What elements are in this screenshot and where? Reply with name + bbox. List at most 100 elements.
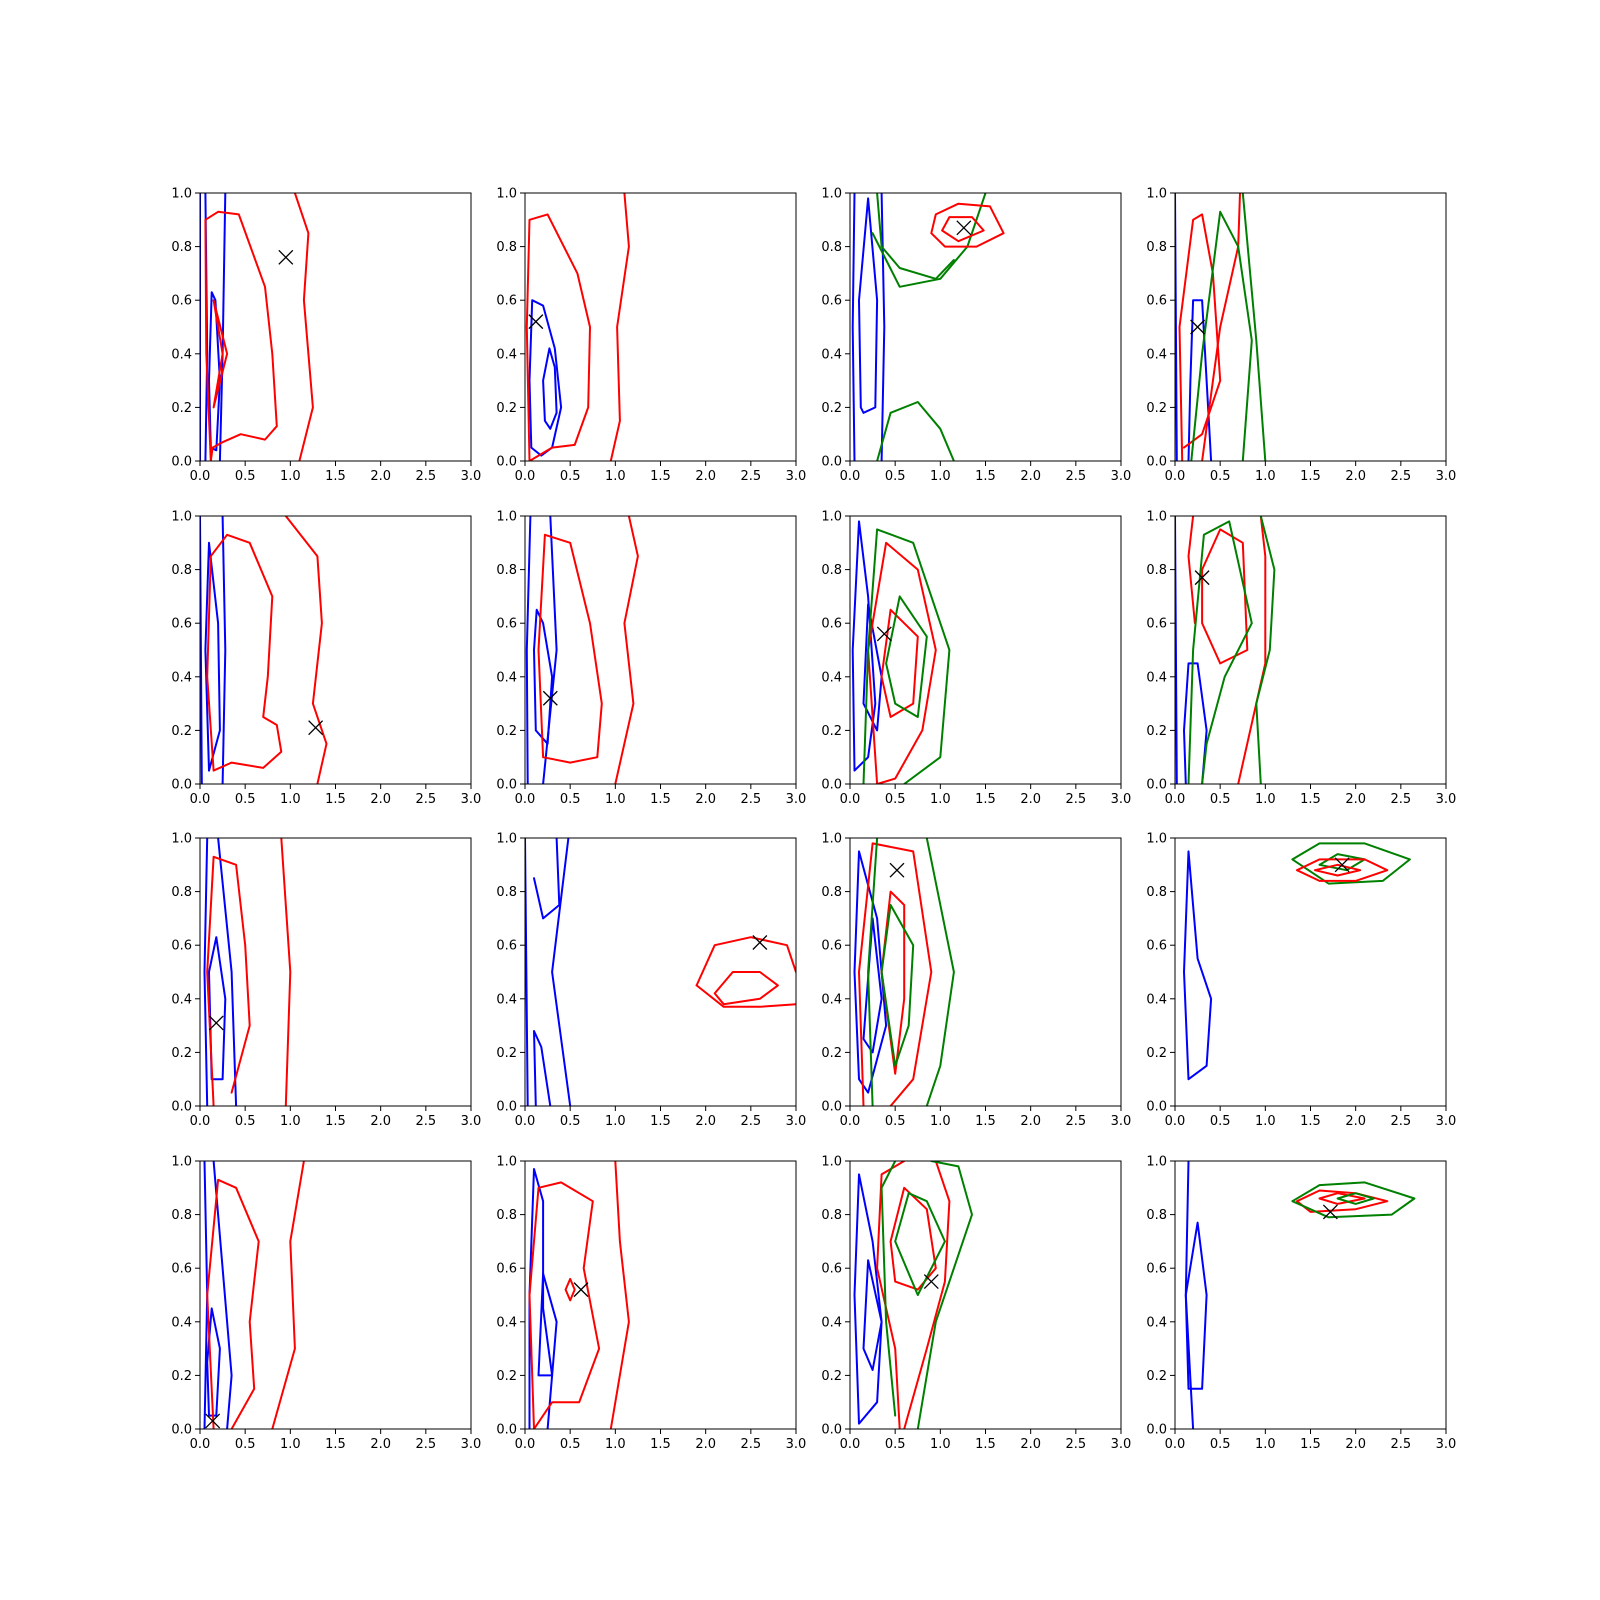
green-contour-line [1291,1181,1416,1219]
y-tick-label: 1.0 [171,832,192,847]
x-tick-label: 1.0 [930,1114,951,1129]
blue-contour-line [208,936,227,1081]
y-tick-label: 0.2 [171,1369,192,1384]
x-tick-label: 2.0 [1345,792,1366,807]
x-tick-label: 3.0 [1111,1437,1132,1452]
y-tick-label: 0.0 [821,1423,842,1438]
x-marker [208,1015,224,1031]
green-contour-line [894,1192,946,1296]
red-contour-line [1318,1192,1366,1205]
y-tick-label: 0.8 [821,1208,842,1223]
red-contour-line [1314,863,1362,877]
axes-frame [849,1160,1122,1430]
x-tick-label: 0.0 [190,1437,211,1452]
y-tick-label: 0.8 [821,240,842,255]
x-tick-label: 2.0 [1020,469,1041,484]
blue-contour-line [221,516,227,784]
x-tick-label: 1.5 [325,1114,346,1129]
x-tick-label: 0.5 [1210,1114,1231,1129]
x-marker [308,720,324,736]
y-tick-label: 0.6 [171,1262,192,1277]
y-tick-label: 0.6 [821,939,842,954]
panel-4: 0.0 0.5 1.0 1.5 2.0 2.5 3.0 0.0 0.2 0.4 0.6 0.8 1.0 [1146,187,1456,485]
x-tick-label: 0.5 [560,469,581,484]
green-contour-line [1255,516,1276,784]
panel-2: 0.0 0.5 1.0 1.5 2.0 2.5 3.0 0.0 0.2 0.4 0.6 0.8 1.0 [496,187,806,485]
y-tick-label: 0.4 [821,347,842,362]
blue-contour-line [208,291,221,452]
y-tick-label: 0.0 [821,778,842,793]
blue-contour-line [851,520,877,772]
x-tick-label: 2.5 [740,1437,761,1452]
x-tick-label: 2.0 [1020,1114,1041,1129]
x-tick-label: 1.0 [1255,469,1276,484]
panel-6: 0.0 0.5 1.0 1.5 2.0 2.5 3.0 0.0 0.2 0.4 0.6 0.8 1.0 [496,510,806,808]
blue-contour-line [1187,299,1213,461]
blue-contour-line [537,1272,558,1377]
red-contour-line [609,193,630,461]
x-tick-label: 0.5 [1210,469,1231,484]
y-tick-label: 0.6 [171,617,192,632]
x-marker [528,314,544,330]
red-contour-line [930,202,1005,248]
x-tick-label: 0.5 [885,1114,906,1129]
y-tick-label: 0.2 [171,401,192,416]
x-tick-label: 2.5 [1065,469,1086,484]
x-tick-label: 2.5 [415,1114,436,1129]
y-tick-label: 0.4 [1146,992,1167,1007]
x-tick-label: 1.0 [930,792,951,807]
y-tick-label: 0.2 [821,401,842,416]
red-contour-line [614,516,639,784]
x-tick-label: 1.0 [1255,1114,1276,1129]
y-tick-label: 0.0 [1146,778,1167,793]
plot-area [1175,193,1267,461]
x-tick-label: 0.5 [560,1114,581,1129]
y-tick-label: 0.6 [1146,617,1167,632]
panel-11: 0.0 0.5 1.0 1.5 2.0 2.5 3.0 0.0 0.2 0.4 0.6 0.8 1.0 [821,832,1131,1130]
x-tick-label: 3.0 [461,469,482,484]
x-tick-label: 0.0 [190,469,211,484]
x-tick-label: 2.5 [1065,1437,1086,1452]
y-tick-label: 0.2 [821,1369,842,1384]
red-contour-line [1201,528,1249,665]
x-tick-label: 0.0 [840,792,861,807]
x-tick-label: 1.5 [325,1437,346,1452]
x-marker [1194,570,1210,586]
plot-area [528,1161,630,1429]
y-tick-label: 0.4 [171,670,192,685]
red-contour-line [889,1186,937,1291]
y-tick-label: 0.8 [496,885,517,900]
x-marker [573,1282,589,1298]
green-contour-line [876,193,955,280]
blue-contour-line [206,1307,221,1417]
x-tick-label: 1.0 [1255,792,1276,807]
y-tick-label: 0.4 [171,347,192,362]
y-tick-label: 0.8 [171,563,192,578]
green-contour-line [925,838,955,1106]
x-marker [956,220,972,236]
blue-contour-line [858,197,879,414]
x-tick-label: 1.5 [1300,792,1321,807]
x-tick-label: 1.5 [1300,469,1321,484]
x-tick-label: 0.0 [1165,1114,1186,1129]
x-tick-label: 2.5 [1390,469,1411,484]
x-marker [923,1274,939,1290]
x-marker [1322,1204,1338,1220]
y-tick-label: 0.4 [496,670,517,685]
x-tick-label: 1.5 [1300,1114,1321,1129]
y-tick-label: 0.2 [496,724,517,739]
x-tick-label: 3.0 [461,1437,482,1452]
x-tick-label: 1.0 [605,1437,626,1452]
axes-frame [1174,1160,1447,1430]
blue-contour-line [204,541,221,772]
x-tick-label: 2.0 [1345,1114,1366,1129]
x-tick-label: 2.5 [1390,792,1411,807]
x-tick-label: 0.5 [1210,1437,1231,1452]
x-tick-label: 0.0 [515,1114,536,1129]
x-tick-label: 1.0 [605,792,626,807]
y-tick-label: 0.8 [821,885,842,900]
y-tick-label: 1.0 [496,1155,517,1170]
y-tick-label: 0.8 [821,563,842,578]
y-tick-label: 0.6 [1146,939,1167,954]
x-tick-label: 2.5 [1390,1437,1411,1452]
